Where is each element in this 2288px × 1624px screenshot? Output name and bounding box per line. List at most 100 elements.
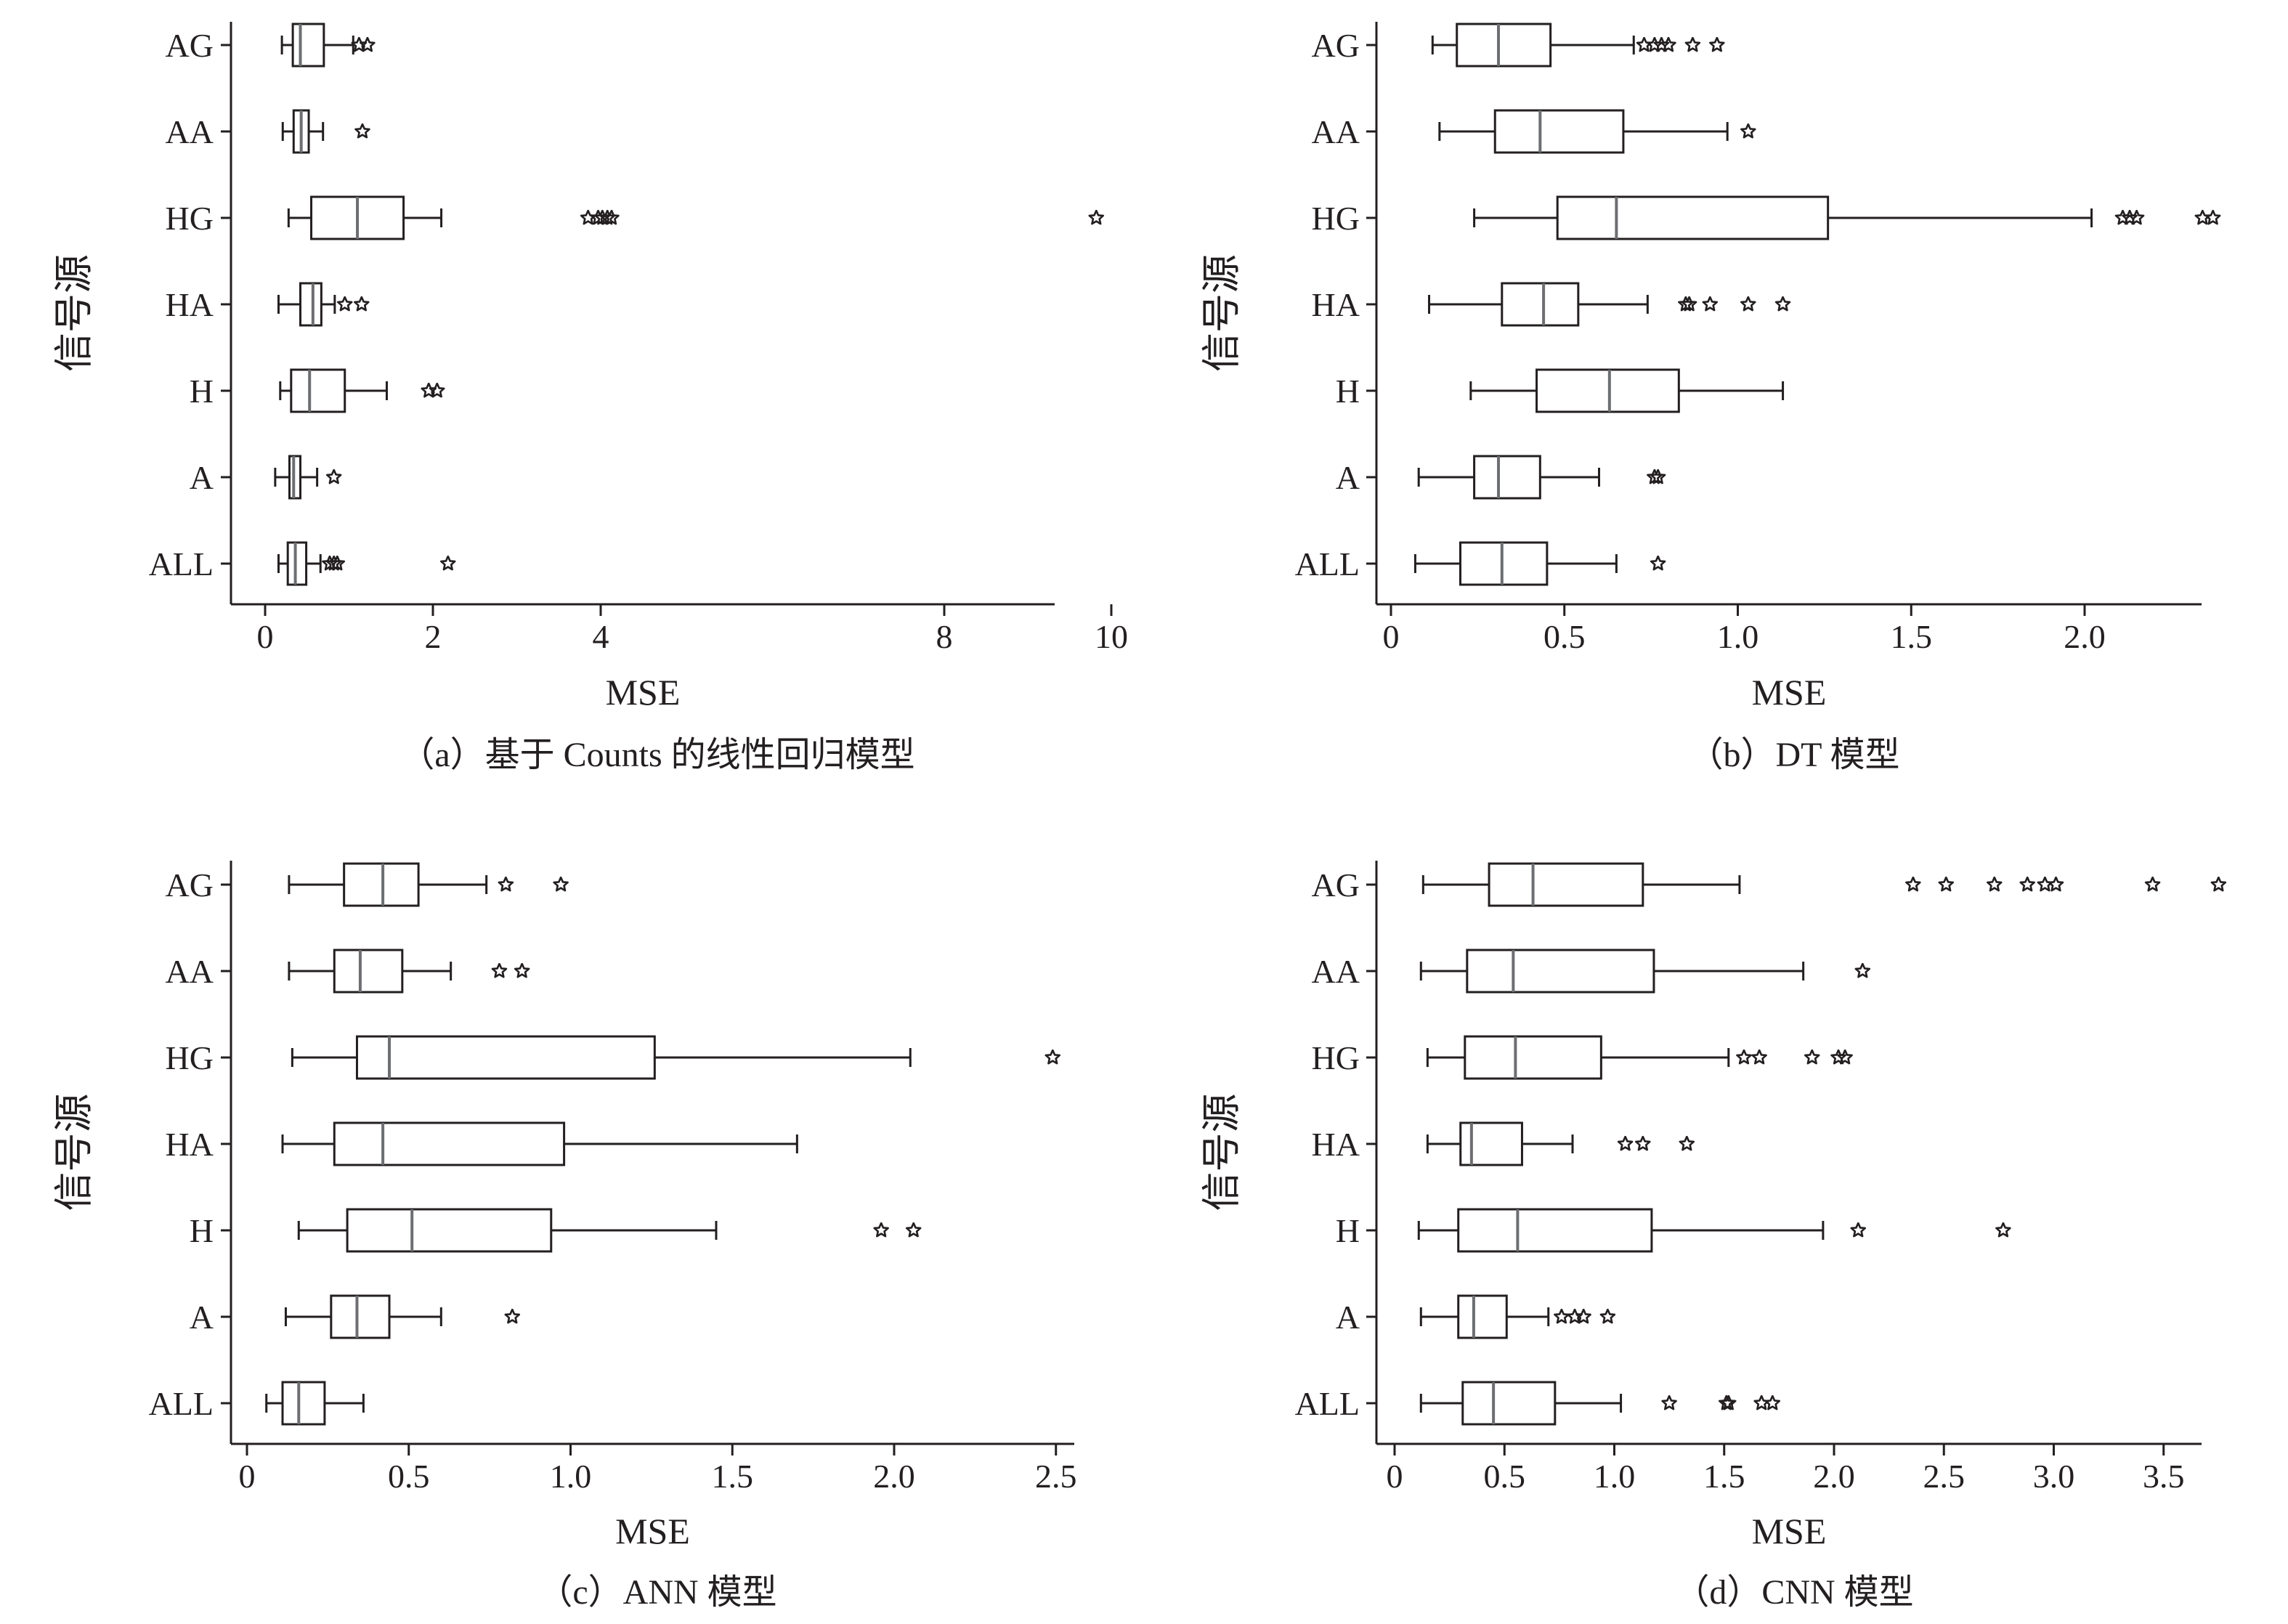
- y-tick-label: A: [1336, 1299, 1360, 1336]
- y-tick-label: AG: [166, 27, 214, 64]
- iqr-box: [330, 1294, 391, 1339]
- iqr-box: [1459, 541, 1549, 586]
- y-tick-label: AG: [1312, 866, 1360, 904]
- box-HA: [281, 1121, 798, 1166]
- iqr-box: [1493, 109, 1625, 154]
- y-tick-label: A: [190, 459, 214, 496]
- y-axis-title: 信号源: [52, 254, 96, 372]
- outlier-marker: [498, 877, 514, 892]
- y-tick-label: ALL: [1295, 1385, 1360, 1422]
- outlier-marker: [905, 1222, 922, 1238]
- x-tick-label: 2.5: [1923, 1458, 1966, 1495]
- box-A: [1419, 1294, 1616, 1339]
- x-tick-label: 1.0: [1717, 618, 1759, 655]
- outlier-marker: [1661, 1395, 1677, 1410]
- outlier-marker: [1740, 123, 1756, 139]
- y-tick-label: AG: [166, 866, 214, 904]
- outlier-marker: [2048, 877, 2064, 892]
- x-tick-label: 0: [1383, 618, 1400, 655]
- y-tick-label: AA: [1312, 113, 1360, 150]
- outlier-marker: [1650, 556, 1666, 571]
- box-ALL: [1419, 1381, 1781, 1426]
- panel-caption: （a）基于 Counts 的线性回归模型: [399, 736, 914, 774]
- outlier-marker: [504, 1309, 521, 1324]
- x-tick-label: 0.5: [388, 1458, 430, 1495]
- iqr-box: [1459, 1121, 1523, 1166]
- x-tick-label: 1.0: [1594, 1458, 1636, 1495]
- y-tick-label: HG: [1312, 1039, 1360, 1076]
- x-tick-label: 1.5: [1891, 618, 1933, 655]
- box-HG: [287, 195, 1105, 240]
- y-tick-label: H: [190, 1212, 214, 1249]
- outlier-marker: [325, 469, 342, 484]
- panel-caption: （c）ANN 模型: [537, 1573, 776, 1612]
- iqr-box: [1556, 195, 1830, 240]
- y-axis-title: 信号源: [52, 1094, 96, 1211]
- box-HA: [277, 282, 370, 327]
- x-axis-title: MSE: [615, 1511, 690, 1551]
- y-tick-label: ALL: [149, 1385, 214, 1422]
- x-tick-label: 2.0: [1813, 1458, 1855, 1495]
- iqr-box: [1457, 1294, 1508, 1339]
- iqr-box: [299, 282, 322, 327]
- outlier-marker: [1987, 877, 2003, 892]
- iqr-box: [281, 1381, 326, 1426]
- y-tick-label: A: [190, 1299, 214, 1336]
- y-tick-label: AG: [1312, 27, 1360, 64]
- outlier-marker: [1088, 210, 1105, 225]
- y-tick-label: AA: [1312, 953, 1360, 990]
- outlier-marker: [1751, 1049, 1767, 1065]
- outlier-marker: [1684, 37, 1701, 52]
- iqr-box: [333, 1121, 566, 1166]
- outlier-marker: [1044, 1049, 1061, 1065]
- box-AA: [1438, 109, 1756, 154]
- x-tick-label: 2.5: [1035, 1458, 1077, 1495]
- box-HG: [291, 1035, 1061, 1080]
- box-H: [279, 368, 445, 413]
- iqr-box: [1464, 1035, 1602, 1080]
- y-axis-title: 信号源: [1200, 254, 1244, 372]
- box-AA: [281, 109, 370, 154]
- x-tick-label: 2: [425, 618, 442, 655]
- outlier-marker: [553, 877, 569, 892]
- box-AG: [1431, 23, 1725, 68]
- x-tick-label: 1.5: [712, 1458, 754, 1495]
- outlier-marker: [1599, 1309, 1616, 1324]
- outlier-marker: [354, 123, 370, 139]
- iqr-box: [343, 862, 420, 907]
- x-tick-label: 8: [936, 618, 953, 655]
- iqr-box: [1457, 1208, 1653, 1253]
- box-AG: [1421, 862, 2227, 907]
- y-tick-label: HG: [166, 1039, 214, 1076]
- outlier-marker: [1905, 877, 1921, 892]
- panel-caption: （d）CNN 模型: [1674, 1573, 1913, 1612]
- iqr-box: [1456, 23, 1552, 68]
- box-ALL: [277, 541, 456, 586]
- outlier-marker: [1635, 1136, 1651, 1151]
- outlier-marker: [1554, 1309, 1570, 1324]
- y-tick-label: ALL: [1295, 545, 1360, 582]
- iqr-box: [355, 1035, 656, 1080]
- box-HA: [1428, 282, 1791, 327]
- box-ALL: [1413, 541, 1666, 586]
- box-A: [274, 455, 342, 500]
- x-tick-label: 2.0: [2064, 618, 2106, 655]
- y-tick-label: ALL: [149, 545, 214, 582]
- outlier-marker: [1736, 1049, 1752, 1065]
- iqr-box: [1501, 282, 1580, 327]
- outlier-marker: [1709, 37, 1725, 52]
- box-HA: [1426, 1121, 1695, 1166]
- y-tick-label: HA: [1312, 1126, 1360, 1163]
- outlier-marker: [1702, 296, 1719, 312]
- y-tick-label: H: [1336, 1212, 1360, 1249]
- box-AA: [288, 949, 530, 994]
- box-AA: [1419, 949, 1871, 994]
- x-tick-label: 4: [593, 618, 609, 655]
- outlier-marker: [354, 296, 370, 312]
- iqr-box: [1461, 1381, 1557, 1426]
- iqr-box: [1536, 368, 1680, 413]
- x-tick-label: 2.0: [873, 1458, 915, 1495]
- outlier-marker: [1804, 1049, 1820, 1065]
- y-tick-label: HG: [166, 200, 214, 237]
